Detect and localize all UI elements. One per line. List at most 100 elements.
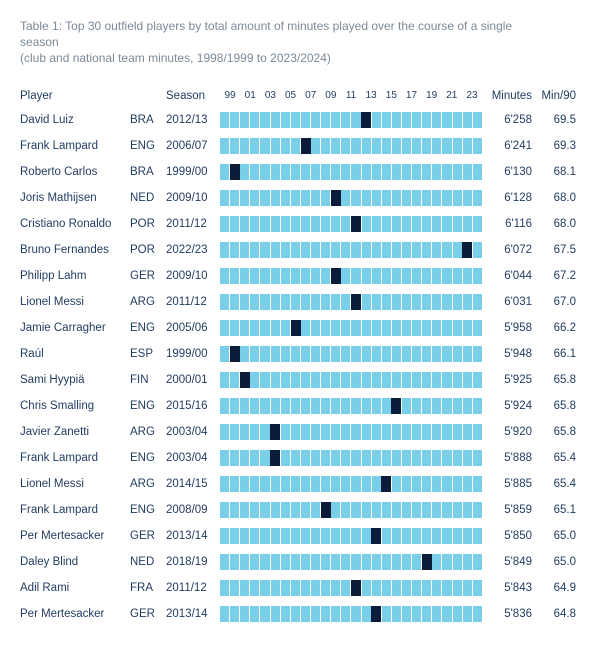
player-nationality: GER xyxy=(130,270,166,282)
player-nationality: ENG xyxy=(130,400,166,412)
season-bar xyxy=(220,372,482,388)
year-tick: 07 xyxy=(301,90,321,101)
col-header-minutes: Minutes xyxy=(482,90,532,102)
player-nationality: ARG xyxy=(130,426,166,438)
season-marker xyxy=(371,528,381,544)
season-bar xyxy=(220,424,482,440)
year-tick: 09 xyxy=(321,90,341,101)
table-row: Lionel MessiARG2014/155'88565.4 xyxy=(20,471,580,497)
player-nationality: ENG xyxy=(130,140,166,152)
season-marker xyxy=(361,112,371,128)
player-name: Adil Rami xyxy=(20,582,130,594)
table-title: Table 1: Top 30 outfield players by tota… xyxy=(20,18,540,67)
minutes-value: 5'836 xyxy=(482,608,532,620)
table-row: Roberto CarlosBRA1999/006'13068.1 xyxy=(20,159,580,185)
min90-value: 65.1 xyxy=(532,504,576,516)
player-season: 2011/12 xyxy=(166,218,220,230)
season-marker xyxy=(422,554,432,570)
min90-value: 66.1 xyxy=(532,348,576,360)
player-season: 2009/10 xyxy=(166,192,220,204)
col-header-player: Player xyxy=(20,90,130,102)
min90-value: 68.0 xyxy=(532,218,576,230)
table-row: Frank LampardENG2008/095'85965.1 xyxy=(20,497,580,523)
minutes-value: 6'258 xyxy=(482,114,532,126)
player-name: Daley Blind xyxy=(20,556,130,568)
year-tick: 11 xyxy=(341,90,361,101)
season-bar xyxy=(220,268,482,284)
table-row: Bruno FernandesPOR2022/236'07267.5 xyxy=(20,237,580,263)
player-name: David Luiz xyxy=(20,114,130,126)
min90-value: 65.8 xyxy=(532,374,576,386)
season-bar xyxy=(220,216,482,232)
player-season: 2000/01 xyxy=(166,374,220,386)
season-bar xyxy=(220,346,482,362)
season-marker xyxy=(462,242,472,258)
player-nationality: ARG xyxy=(130,296,166,308)
player-season: 2011/12 xyxy=(166,296,220,308)
player-season: 2003/04 xyxy=(166,426,220,438)
season-marker xyxy=(351,580,361,596)
season-bar xyxy=(220,398,482,414)
player-nationality: POR xyxy=(130,218,166,230)
year-tick: 03 xyxy=(260,90,280,101)
player-name: Javier Zanetti xyxy=(20,426,130,438)
min90-value: 65.0 xyxy=(532,530,576,542)
player-season: 2014/15 xyxy=(166,478,220,490)
player-name: Lionel Messi xyxy=(20,296,130,308)
player-season: 2008/09 xyxy=(166,504,220,516)
player-nationality: NED xyxy=(130,556,166,568)
season-marker xyxy=(331,190,341,206)
table-row: Chris SmallingENG2015/165'92465.8 xyxy=(20,393,580,419)
min90-value: 65.8 xyxy=(532,400,576,412)
col-header-years: 99010305070911131517192123 xyxy=(220,90,482,101)
player-name: Sami Hyypiä xyxy=(20,374,130,386)
season-bar xyxy=(220,320,482,336)
table-row: Adil RamiFRA2011/125'84364.9 xyxy=(20,575,580,601)
table-row: Cristiano RonaldoPOR2011/126'11668.0 xyxy=(20,211,580,237)
player-nationality: GER xyxy=(130,608,166,620)
season-marker xyxy=(391,398,401,414)
title-line-1: Table 1: Top 30 outfield players by tota… xyxy=(20,19,512,49)
season-marker xyxy=(291,320,301,336)
minutes-value: 5'885 xyxy=(482,478,532,490)
player-name: Bruno Fernandes xyxy=(20,244,130,256)
min90-value: 67.2 xyxy=(532,270,576,282)
title-line-2: (club and national team minutes, 1998/19… xyxy=(20,51,331,65)
minutes-value: 6'128 xyxy=(482,192,532,204)
min90-value: 65.0 xyxy=(532,556,576,568)
minutes-value: 5'925 xyxy=(482,374,532,386)
season-marker xyxy=(351,294,361,310)
year-tick: 23 xyxy=(462,90,482,101)
player-season: 2009/10 xyxy=(166,270,220,282)
season-bar xyxy=(220,164,482,180)
player-nationality: ARG xyxy=(130,478,166,490)
min90-value: 64.8 xyxy=(532,608,576,620)
minutes-value: 6'241 xyxy=(482,140,532,152)
player-name: Frank Lampard xyxy=(20,452,130,464)
player-name: Roberto Carlos xyxy=(20,166,130,178)
season-bar xyxy=(220,528,482,544)
year-tick: 15 xyxy=(381,90,401,101)
min90-value: 68.0 xyxy=(532,192,576,204)
player-nationality: FRA xyxy=(130,582,166,594)
player-nationality: GER xyxy=(130,530,166,542)
minutes-value: 5'849 xyxy=(482,556,532,568)
player-name: Per Mertesacker xyxy=(20,608,130,620)
season-bar xyxy=(220,554,482,570)
table-body: David LuizBRA2012/136'25869.5Frank Lampa… xyxy=(20,107,580,627)
player-nationality: ESP xyxy=(130,348,166,360)
minutes-value: 6'031 xyxy=(482,296,532,308)
player-name: Frank Lampard xyxy=(20,504,130,516)
season-bar xyxy=(220,502,482,518)
player-nationality: NED xyxy=(130,192,166,204)
min90-value: 65.8 xyxy=(532,426,576,438)
table-row: Joris MathijsenNED2009/106'12868.0 xyxy=(20,185,580,211)
min90-value: 69.5 xyxy=(532,114,576,126)
season-marker xyxy=(331,268,341,284)
minutes-value: 5'850 xyxy=(482,530,532,542)
table-row: Per MertesackerGER2013/145'85065.0 xyxy=(20,523,580,549)
minutes-value: 5'958 xyxy=(482,322,532,334)
season-marker xyxy=(351,216,361,232)
minutes-value: 6'072 xyxy=(482,244,532,256)
player-nationality: POR xyxy=(130,244,166,256)
